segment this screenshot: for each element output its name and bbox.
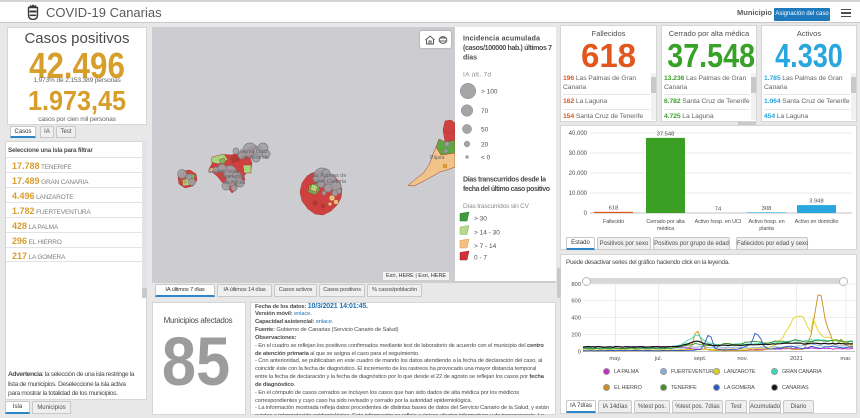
- svg-text:Cerrado por alta: Cerrado por alta: [646, 219, 685, 225]
- svg-text:Guía de Isora: Guía de Isora: [208, 169, 239, 175]
- svg-text:74: 74: [715, 207, 722, 213]
- svg-text:may.: may.: [609, 356, 622, 362]
- svg-text:30.000: 30.000: [569, 151, 588, 157]
- svg-text:planta: planta: [759, 226, 774, 232]
- svg-text:Pájara: Pájara: [430, 155, 445, 161]
- svg-text:Días transcurridos desde la: Días transcurridos desde la: [463, 177, 546, 184]
- svg-text:fecha del último caso positivo: fecha del último caso positivo: [463, 186, 550, 193]
- svg-text:< 0: < 0: [481, 155, 491, 162]
- svg-text:600: 600: [571, 299, 581, 305]
- svg-text:0: 0: [578, 350, 581, 356]
- svg-text:2021: 2021: [790, 356, 803, 362]
- svg-text:mar.: mar.: [840, 356, 852, 362]
- svg-text:días: días: [463, 55, 477, 62]
- svg-text:de Abona: de Abona: [224, 180, 245, 186]
- svg-text:> 14 - 30: > 14 - 30: [474, 230, 500, 237]
- svg-text:Gran Canaria: Gran Canaria: [313, 179, 347, 185]
- svg-text:Santa Cruz: Santa Cruz: [240, 149, 268, 155]
- svg-text:3.948: 3.948: [809, 199, 824, 205]
- svg-text:Fallecido: Fallecido: [603, 219, 624, 225]
- svg-text:37.548: 37.548: [657, 132, 675, 138]
- svg-text:Incidencia acumulada: Incidencia acumulada: [463, 36, 540, 43]
- svg-text:618: 618: [609, 206, 619, 212]
- svg-text:médica: médica: [657, 226, 675, 232]
- svg-text:> 100: > 100: [481, 89, 498, 96]
- svg-text:20.000: 20.000: [569, 171, 588, 177]
- svg-text:(casos/100000 hab.) últimos 7: (casos/100000 hab.) últimos 7: [463, 45, 552, 52]
- svg-text:Las Palmas de: Las Palmas de: [310, 173, 346, 179]
- svg-text:> 30: > 30: [474, 216, 487, 223]
- svg-text:800: 800: [571, 282, 581, 288]
- svg-text:IA últ. 7d: IA últ. 7d: [463, 72, 491, 79]
- svg-text:0 - 7: 0 - 7: [474, 255, 487, 262]
- svg-text:10.000: 10.000: [569, 191, 588, 197]
- svg-text:Granadilla: Granadilla: [222, 174, 245, 180]
- svg-text:Días trascurridos sin CV: Días trascurridos sin CV: [463, 203, 530, 210]
- svg-text:sept.: sept.: [694, 356, 707, 362]
- svg-text:20: 20: [481, 142, 489, 149]
- svg-text:> 7 - 14: > 7 - 14: [474, 243, 497, 250]
- svg-text:40.000: 40.000: [569, 131, 588, 137]
- svg-text:jul.: jul.: [654, 356, 663, 362]
- svg-text:200: 200: [571, 333, 581, 339]
- svg-text:0: 0: [584, 211, 588, 217]
- svg-text:50: 50: [481, 127, 489, 134]
- svg-text:de Tenerife: de Tenerife: [242, 155, 269, 161]
- svg-text:70: 70: [481, 108, 489, 115]
- svg-text:400: 400: [571, 316, 581, 322]
- svg-text:Activo hosp. en UCI: Activo hosp. en UCI: [695, 219, 742, 225]
- svg-text:nov.: nov.: [737, 356, 748, 362]
- svg-text:308: 308: [762, 206, 772, 212]
- svg-text:Activo hosp. en: Activo hosp. en: [748, 219, 784, 225]
- svg-text:Activo en domicilio: Activo en domicilio: [795, 219, 839, 225]
